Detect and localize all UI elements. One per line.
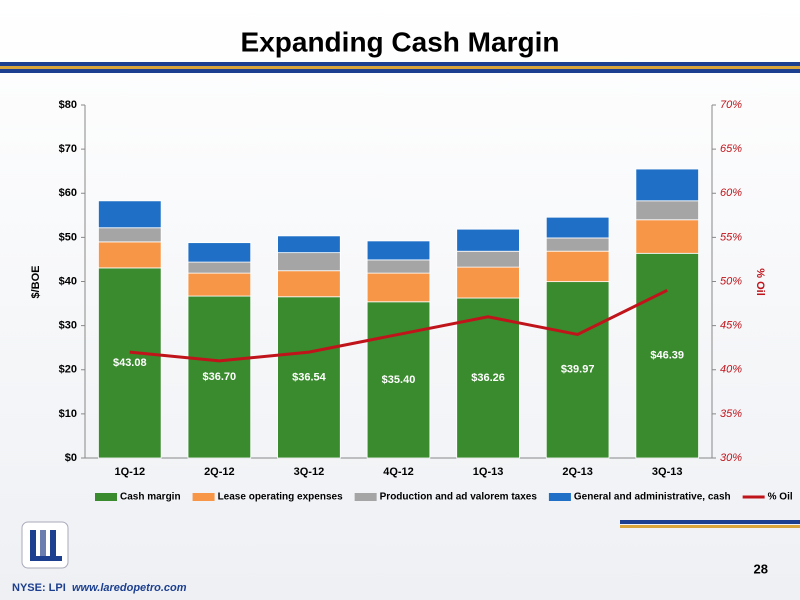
y-axis-label: $/BOE xyxy=(30,265,42,298)
bar-segment xyxy=(545,216,610,239)
y2-tick-label: 65% xyxy=(720,143,742,155)
legend-swatch xyxy=(95,493,117,501)
y2-tick-label: 50% xyxy=(720,275,742,287)
footer-band xyxy=(620,520,800,524)
x-tick-label: 3Q-13 xyxy=(652,466,683,478)
bar-segment xyxy=(277,270,341,298)
logo-bar xyxy=(50,530,56,560)
header-band xyxy=(0,69,800,73)
value-label: $36.26 xyxy=(471,372,505,384)
y-tick-label: $60 xyxy=(59,187,77,199)
logo-bar xyxy=(30,530,36,560)
y-tick-label: $70 xyxy=(59,143,77,155)
legend-label: General and administrative, cash xyxy=(574,492,731,503)
x-tick-label: 1Q-12 xyxy=(114,466,145,478)
y-tick-label: $0 xyxy=(65,452,77,464)
y2-tick-label: 30% xyxy=(720,452,742,464)
bar-segment xyxy=(635,168,699,202)
y2-axis-label: % Oil xyxy=(754,268,766,296)
bar-segment xyxy=(98,227,162,243)
bar-segment xyxy=(366,240,431,261)
bar-segment xyxy=(635,252,699,459)
logo-bar xyxy=(30,556,62,561)
legend-label: Production and ad valorem taxes xyxy=(380,492,538,503)
bar-segment xyxy=(456,266,520,299)
bar-segment xyxy=(545,237,610,252)
header-band xyxy=(0,62,800,66)
y2-tick-label: 35% xyxy=(720,408,742,420)
bar-segment xyxy=(635,200,699,221)
bar-segment xyxy=(456,228,520,252)
x-tick-label: 1Q-13 xyxy=(473,466,504,478)
x-tick-label: 4Q-12 xyxy=(383,466,414,478)
value-label: $46.39 xyxy=(650,350,684,362)
bar-segment xyxy=(635,219,699,254)
logo-bar xyxy=(40,530,46,560)
y2-tick-label: 45% xyxy=(720,320,742,332)
value-label: $36.70 xyxy=(203,371,237,383)
bar-segment xyxy=(98,200,162,229)
value-label: $36.54 xyxy=(292,371,327,383)
bar-segment xyxy=(545,281,610,459)
legend-swatch xyxy=(192,493,215,501)
bar-segment xyxy=(277,252,341,272)
footer-band xyxy=(620,525,800,528)
value-label: $43.08 xyxy=(113,357,147,369)
ticker: NYSE: LPI xyxy=(12,582,66,594)
legend-label: % Oil xyxy=(768,492,793,503)
x-tick-label: 2Q-12 xyxy=(204,466,235,478)
legend-label: Cash margin xyxy=(120,492,181,503)
y2-tick-label: 60% xyxy=(720,187,742,199)
slide-title: Expanding Cash Margin xyxy=(241,26,560,57)
bar-segment xyxy=(456,297,520,459)
bar-segment xyxy=(366,301,431,459)
bar-segment xyxy=(187,242,252,263)
y-tick-label: $30 xyxy=(59,320,77,332)
y2-tick-label: 70% xyxy=(720,99,742,111)
bar-segment xyxy=(277,235,341,254)
bar-segment xyxy=(366,259,431,274)
line-series xyxy=(129,288,668,363)
value-label: $35.40 xyxy=(382,374,416,386)
bar-segment xyxy=(98,267,162,459)
legend-swatch xyxy=(354,493,377,501)
website: www.laredopetro.com xyxy=(72,582,187,594)
y2-tick-label: 55% xyxy=(720,231,742,243)
y-tick-label: $40 xyxy=(59,275,77,287)
x-tick-label: 3Q-12 xyxy=(294,466,325,478)
logo xyxy=(21,521,69,569)
bar-segment xyxy=(187,272,252,297)
bar-segment xyxy=(366,272,431,303)
x-tick-label: 2Q-13 xyxy=(562,466,593,478)
y-tick-label: $80 xyxy=(59,99,77,111)
y-tick-label: $20 xyxy=(59,364,77,376)
bar-segment xyxy=(187,261,252,274)
legend-label: Lease operating expenses xyxy=(218,492,343,503)
header-band xyxy=(0,66,800,69)
bar-segment xyxy=(187,295,252,459)
page-number: 28 xyxy=(754,561,768,576)
legend-swatch xyxy=(548,493,571,501)
y-tick-label: $50 xyxy=(59,231,77,243)
value-label: $39.97 xyxy=(561,364,595,376)
bar-segment xyxy=(277,296,341,459)
bar-segment xyxy=(98,241,162,269)
y2-tick-label: 40% xyxy=(720,364,742,376)
y-tick-label: $10 xyxy=(59,408,77,420)
bar-segment xyxy=(456,250,520,268)
bar-segment xyxy=(545,250,610,283)
